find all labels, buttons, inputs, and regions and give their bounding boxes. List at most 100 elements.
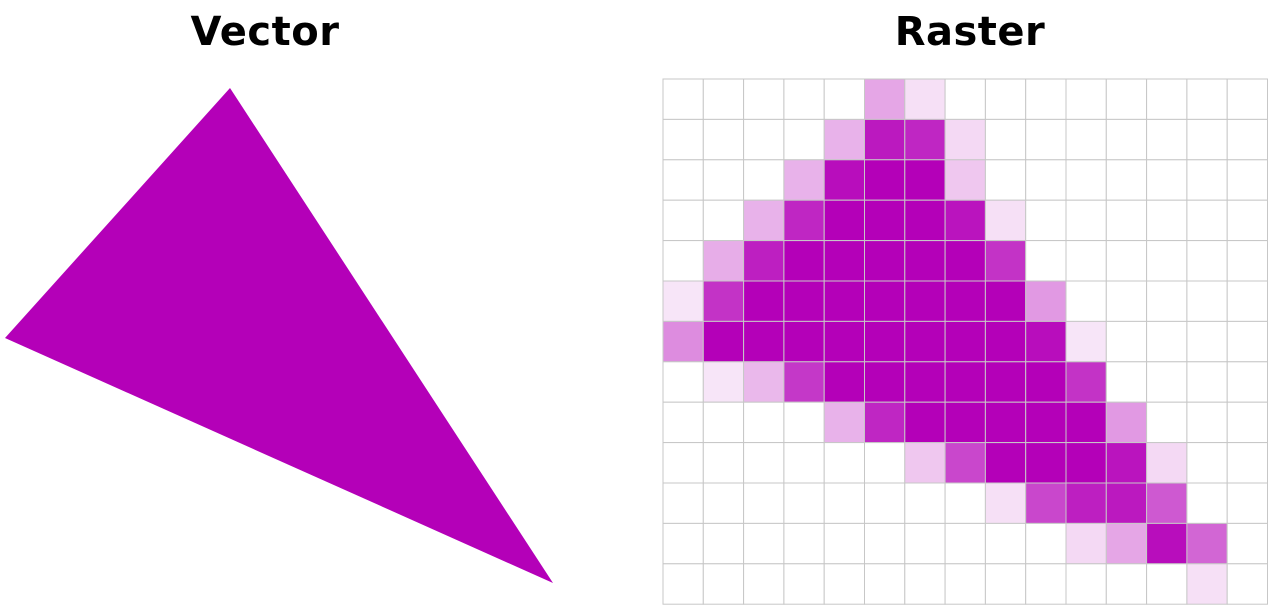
pixel-fill: [864, 361, 905, 403]
pixel-fill: [824, 159, 865, 201]
pixel-cell: [743, 563, 784, 605]
pixel-cell: [1106, 361, 1147, 403]
pixel-cell: [864, 79, 905, 120]
pixel-cell: [663, 402, 704, 443]
pixel-cell: [1146, 361, 1187, 403]
pixel-fill: [904, 442, 946, 483]
pixel-fill: [945, 159, 986, 201]
pixel-cell: [1146, 281, 1187, 322]
raster-grid: [662, 78, 1269, 605]
pixel-fill: [824, 361, 865, 403]
pixel-cell: [1066, 321, 1107, 362]
pixel-cell: [1186, 361, 1228, 403]
pixel-cell: [1146, 240, 1187, 281]
pixel-cell: [783, 563, 825, 605]
pixel-cell: [1186, 442, 1228, 483]
pixel-cell: [663, 119, 704, 160]
pixel-fill: [743, 281, 784, 322]
pixel-cell: [824, 119, 865, 160]
pixel-cell: [824, 563, 865, 605]
pixel-fill: [1106, 523, 1147, 564]
pixel-cell: [1186, 563, 1228, 605]
pixel-cell: [663, 159, 704, 201]
pixel-cell: [1227, 321, 1268, 362]
pixel-cell: [1146, 200, 1187, 241]
pixel-fill: [824, 321, 865, 362]
pixel-fill: [1066, 442, 1107, 483]
pixel-cell: [1186, 281, 1228, 322]
pixel-cell: [904, 483, 946, 524]
pixel-fill: [864, 159, 905, 201]
pixel-fill: [945, 200, 986, 241]
pixel-cell: [663, 79, 704, 120]
pixel-cell: [1186, 200, 1228, 241]
pixel-fill: [985, 483, 1026, 524]
pixel-fill: [864, 200, 905, 241]
pixel-cell: [1066, 200, 1107, 241]
pixel-fill: [824, 119, 865, 160]
pixel-cell: [1106, 402, 1147, 443]
pixel-fill: [904, 200, 946, 241]
pixel-cell: [1025, 200, 1066, 241]
pixel-cell: [1066, 563, 1107, 605]
pixel-fill: [703, 281, 744, 322]
pixel-cell: [945, 159, 986, 201]
pixel-cell: [1186, 321, 1228, 362]
pixel-cell: [985, 563, 1026, 605]
pixel-cell: [904, 442, 946, 483]
pixel-cell: [985, 200, 1026, 241]
pixel-fill: [864, 281, 905, 322]
pixel-cell: [824, 402, 865, 443]
pixel-fill: [783, 321, 825, 362]
pixel-cell: [1146, 159, 1187, 201]
pixel-fill: [904, 159, 946, 201]
pixel-cell: [1186, 79, 1228, 120]
pixel-fill: [945, 402, 986, 443]
pixel-fill: [985, 361, 1026, 403]
pixel-fill: [1025, 361, 1066, 403]
pixel-fill: [1146, 483, 1187, 524]
pixel-cell: [783, 79, 825, 120]
pixel-cell: [1186, 402, 1228, 443]
pixel-cell: [743, 402, 784, 443]
pixel-fill: [703, 240, 744, 281]
pixel-cell: [824, 483, 865, 524]
pixel-fill: [783, 281, 825, 322]
pixel-cell: [1227, 483, 1268, 524]
pixel-cell: [663, 523, 704, 564]
pixel-cell: [783, 523, 825, 564]
pixel-fill: [904, 361, 946, 403]
pixel-fill: [1066, 523, 1107, 564]
pixel-cell: [824, 442, 865, 483]
pixel-cell: [1227, 402, 1268, 443]
pixel-cell: [904, 563, 946, 605]
pixel-cell: [663, 321, 704, 362]
pixel-cell: [824, 523, 865, 564]
pixel-cell: [783, 159, 825, 201]
pixel-cell: [985, 483, 1026, 524]
pixel-cell: [1066, 240, 1107, 281]
pixel-cell: [985, 523, 1026, 564]
pixel-cell: [1227, 281, 1268, 322]
pixel-fill: [864, 321, 905, 362]
pixel-cell: [703, 79, 744, 120]
pixel-fill: [864, 119, 905, 160]
pixel-cell: [703, 523, 744, 564]
pixel-cell: [904, 79, 946, 120]
pixel-cell: [1025, 119, 1066, 160]
pixel-fill: [985, 240, 1026, 281]
pixel-cell: [1106, 321, 1147, 362]
pixel-cell: [904, 523, 946, 564]
pixel-fill: [783, 240, 825, 281]
pixel-cell: [663, 483, 704, 524]
raster-panel: [662, 78, 1272, 608]
pixel-cell: [1227, 523, 1268, 564]
vector-triangle-canvas: [5, 88, 553, 583]
pixel-cell: [1106, 281, 1147, 322]
pixel-fill: [985, 281, 1026, 322]
pixel-fill: [904, 240, 946, 281]
pixel-cell: [864, 442, 905, 483]
pixel-cell: [1186, 159, 1228, 201]
pixel-cell: [824, 79, 865, 120]
pixel-cell: [663, 442, 704, 483]
